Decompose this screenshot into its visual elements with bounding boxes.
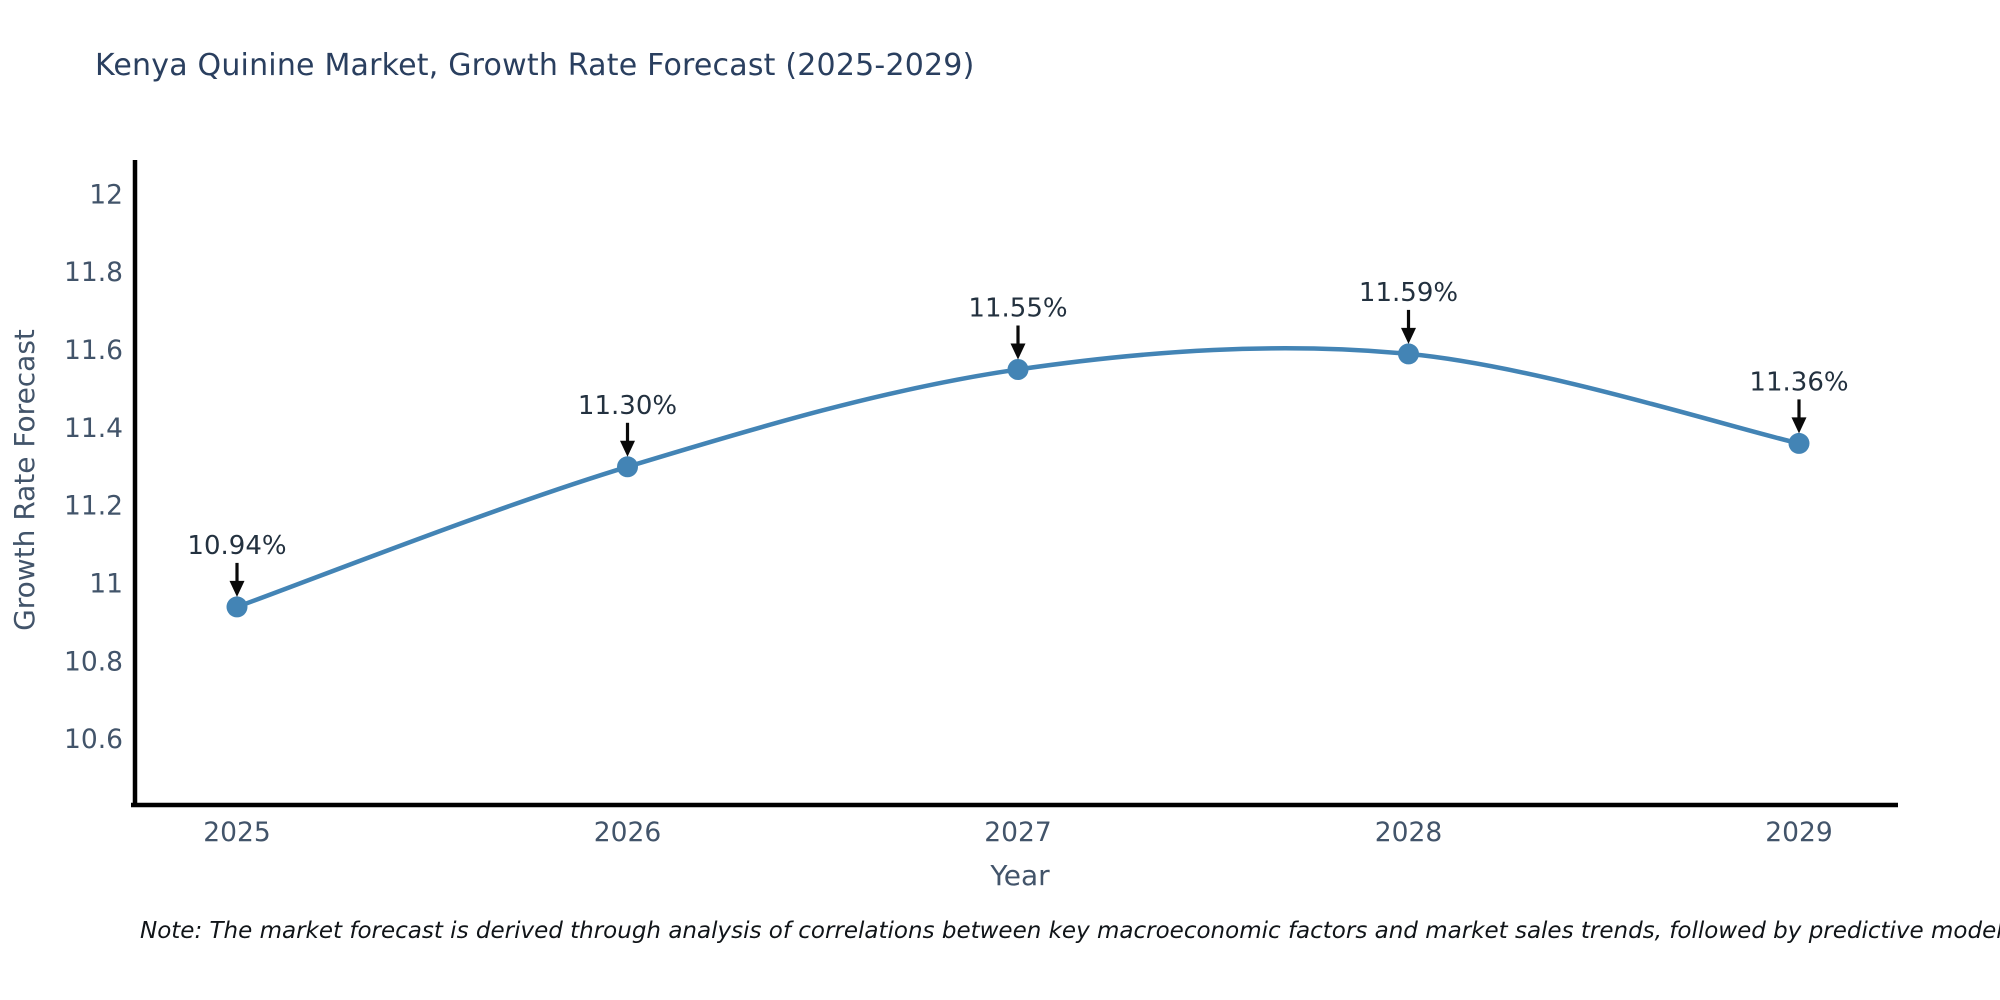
x-tick-label: 2029 <box>1765 817 1832 848</box>
y-tick-label: 11.2 <box>64 491 123 522</box>
y-tick-label: 11.8 <box>64 257 123 288</box>
x-tick-label: 2026 <box>594 817 661 848</box>
footnote-text: Note: The market forecast is derived thr… <box>140 918 2000 944</box>
annotation-arrow-head <box>620 440 635 457</box>
annotation-arrow-head <box>1401 327 1416 344</box>
trend-line <box>234 346 1802 610</box>
data-point-marker <box>1788 432 1810 454</box>
data-point-marker <box>1007 359 1029 380</box>
annotation-label: 11.59% <box>1359 278 1458 308</box>
x-axis-title: Year <box>989 859 1050 892</box>
x-tick-label: 2027 <box>984 817 1051 848</box>
y-tick-label: 11.4 <box>64 413 123 444</box>
data-point-marker <box>226 596 248 618</box>
annotation-label: 11.55% <box>968 294 1067 324</box>
data-point-marker <box>1398 343 1419 365</box>
y-tick-label: 11.6 <box>64 335 123 366</box>
annotation-label: 10.94% <box>187 531 286 561</box>
chart-title: Kenya Quinine Market, Growth Rate Foreca… <box>95 48 975 83</box>
annotation-arrow-head <box>1010 343 1026 360</box>
x-tick-label: 2025 <box>203 817 270 848</box>
x-tick-label: 2028 <box>1375 817 1442 848</box>
annotation-label: 11.30% <box>578 391 677 421</box>
annotation-label: 11.36% <box>1749 367 1848 397</box>
y-tick-label: 11 <box>89 569 123 600</box>
y-tick-label: 10.6 <box>64 724 123 755</box>
y-axis-title: Growth Rate Forecast <box>8 329 41 631</box>
y-tick-label: 10.8 <box>64 646 123 677</box>
data-point-marker <box>617 456 638 478</box>
annotation-arrow-head <box>1791 417 1807 434</box>
y-tick-label: 12 <box>89 179 123 210</box>
annotation-arrow-head <box>229 580 245 597</box>
